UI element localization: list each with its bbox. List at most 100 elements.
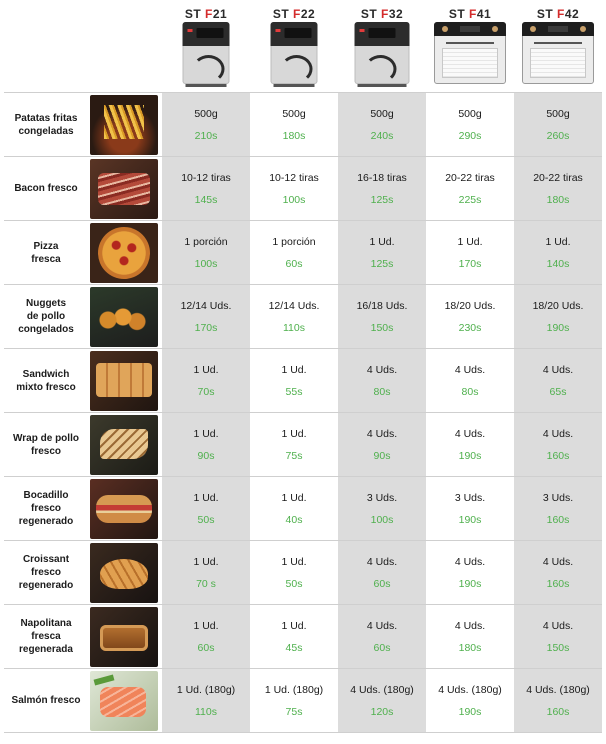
time-text: 150s [370,321,394,334]
food-photo-cell [88,476,162,541]
time-text: 60s [197,641,215,654]
quantity-text: 1 Ud. [281,491,307,504]
time-text: 160s [546,513,570,526]
time-text: 140s [546,257,570,270]
food-label: Napolitana fresca regenerada [4,604,88,669]
time-text: 180s [546,193,570,206]
time-text: 190s [458,449,482,462]
food-label-line: mixto fresco [16,381,76,393]
time-text: 150s [546,641,570,654]
value-cell: 4 Uds. (180g) 160s [514,668,602,733]
quantity-text: 1 Ud. [193,363,219,376]
time-text: 110s [283,321,305,334]
model-header: ST F21 ST F22 ST F32 ST F41 ST F42 [0,0,606,92]
time-text: 210s [194,129,218,142]
quantity-text: 1 porción [184,235,228,248]
food-label-line: Bocadillo [23,490,69,501]
food-label-line: Nuggets [26,298,66,309]
value-cell: 1 Ud. 140s [514,220,602,285]
value-cell: 4 Uds. 65s [514,348,602,413]
food-label-line: congelados [18,324,74,335]
quantity-text: 4 Uds. [366,427,398,440]
time-text: 125s [370,193,394,206]
quantity-text: 12/14 Uds. [180,299,232,312]
quantity-text: 1 Ud. (180g) [176,683,236,696]
food-label-line: Sandwich [22,368,70,380]
oven-image [522,22,594,84]
quantity-text: 1 Ud. [193,491,219,504]
value-cell: 4 Uds. 90s [338,412,426,477]
food-label-line: Napolitana [20,618,72,629]
time-text: 55s [285,385,303,398]
value-cell: 1 Ud. 90s [162,412,250,477]
time-text: 190s [458,705,482,718]
quantity-text: 4 Uds. [542,427,574,440]
cooking-times-table: Patatas fritas congeladas 500g 210s 500g 180s… [4,92,602,733]
food-label: Bocadillo fresco regenerado [4,476,88,541]
quantity-text: 1 Ud. [193,427,219,440]
quantity-text: 20-22 tiras [533,171,583,184]
time-text: 180s [282,129,306,142]
value-cell: 4 Uds. 180s [426,604,514,669]
model-column-f22: ST F22 [250,0,338,92]
quantity-text: 3 Uds. [366,491,398,504]
time-text: 75s [285,705,303,718]
quantity-text: 16/18 Uds. [356,299,408,312]
value-cell: 1 Ud. 50s [162,476,250,541]
value-cell: 10-12 tiras 145s [162,156,250,221]
food-photo-cell [88,412,162,477]
model-column-f41: ST F41 [426,0,514,92]
time-text: 190s [546,321,570,334]
model-column-f32: ST F32 [338,0,426,92]
value-cell: 1 Ud. 170s [426,220,514,285]
time-text: 145s [194,193,218,206]
food-photo-cell [88,92,162,157]
quantity-text: 18/20 Uds. [444,299,496,312]
food-label-line: Bacon fresco [14,183,78,194]
value-cell: 1 Ud. 75s [250,412,338,477]
time-text: 170s [194,321,218,334]
quantity-text: 500g [546,107,570,120]
time-text: 75s [285,449,303,462]
value-cell: 1 Ud. 55s [250,348,338,413]
time-text: 80s [461,385,479,398]
time-text: 120s [370,705,394,718]
quantity-text: 1 Ud. [545,235,571,248]
quantity-text: 1 Ud. [193,555,219,568]
table-row: Sandwich mixto fresco 1 Ud. 70s 1 Ud. 55s 4 Ud… [4,348,602,413]
value-cell: 4 Uds. 160s [514,412,602,477]
time-text: 100s [282,193,306,206]
model-name: ST F21 [184,7,228,21]
food-photo-cell [88,668,162,733]
quantity-text: 4 Uds. [454,619,486,632]
quantity-text: 4 Uds. [542,555,574,568]
quantity-text: 18/20 Uds. [532,299,584,312]
quantity-text: 4 Uds. [366,619,398,632]
value-cell: 4 Uds. 80s [338,348,426,413]
nuggets-photo [90,286,158,347]
value-cell: 3 Uds. 190s [426,476,514,541]
food-label-line: Croissant [22,554,70,565]
food-label-line: Patatas fritas [14,112,78,124]
quantity-text: 4 Uds. [366,363,398,376]
food-label-line: regenerada [19,644,73,655]
oven-image [434,22,506,84]
time-text: 40s [285,513,303,526]
value-cell: 18/20 Uds. 230s [426,284,514,349]
quantity-text: 4 Uds. (180g) [438,683,502,696]
time-text: 260s [546,129,570,142]
table-row: Pizza fresca 1 porción 100s 1 porción 60s 1 Ud… [4,220,602,285]
time-text: 190s [458,577,482,590]
croissant-photo [90,542,158,603]
value-cell: 500g 260s [514,92,602,157]
value-cell: 1 porción 100s [162,220,250,285]
value-cell: 1 Ud. (180g) 75s [250,668,338,733]
model-name: ST F22 [272,7,316,21]
table-row: Nuggets de pollo congelados 12/14 Uds. 170s 1… [4,284,602,349]
time-text: 230s [458,321,482,334]
time-text: 100s [370,513,394,526]
model-column-f42: ST F42 [514,0,602,92]
salmon-photo [90,670,158,731]
food-photo-cell [88,220,162,285]
food-label: Croissant fresco regenerado [4,540,88,605]
